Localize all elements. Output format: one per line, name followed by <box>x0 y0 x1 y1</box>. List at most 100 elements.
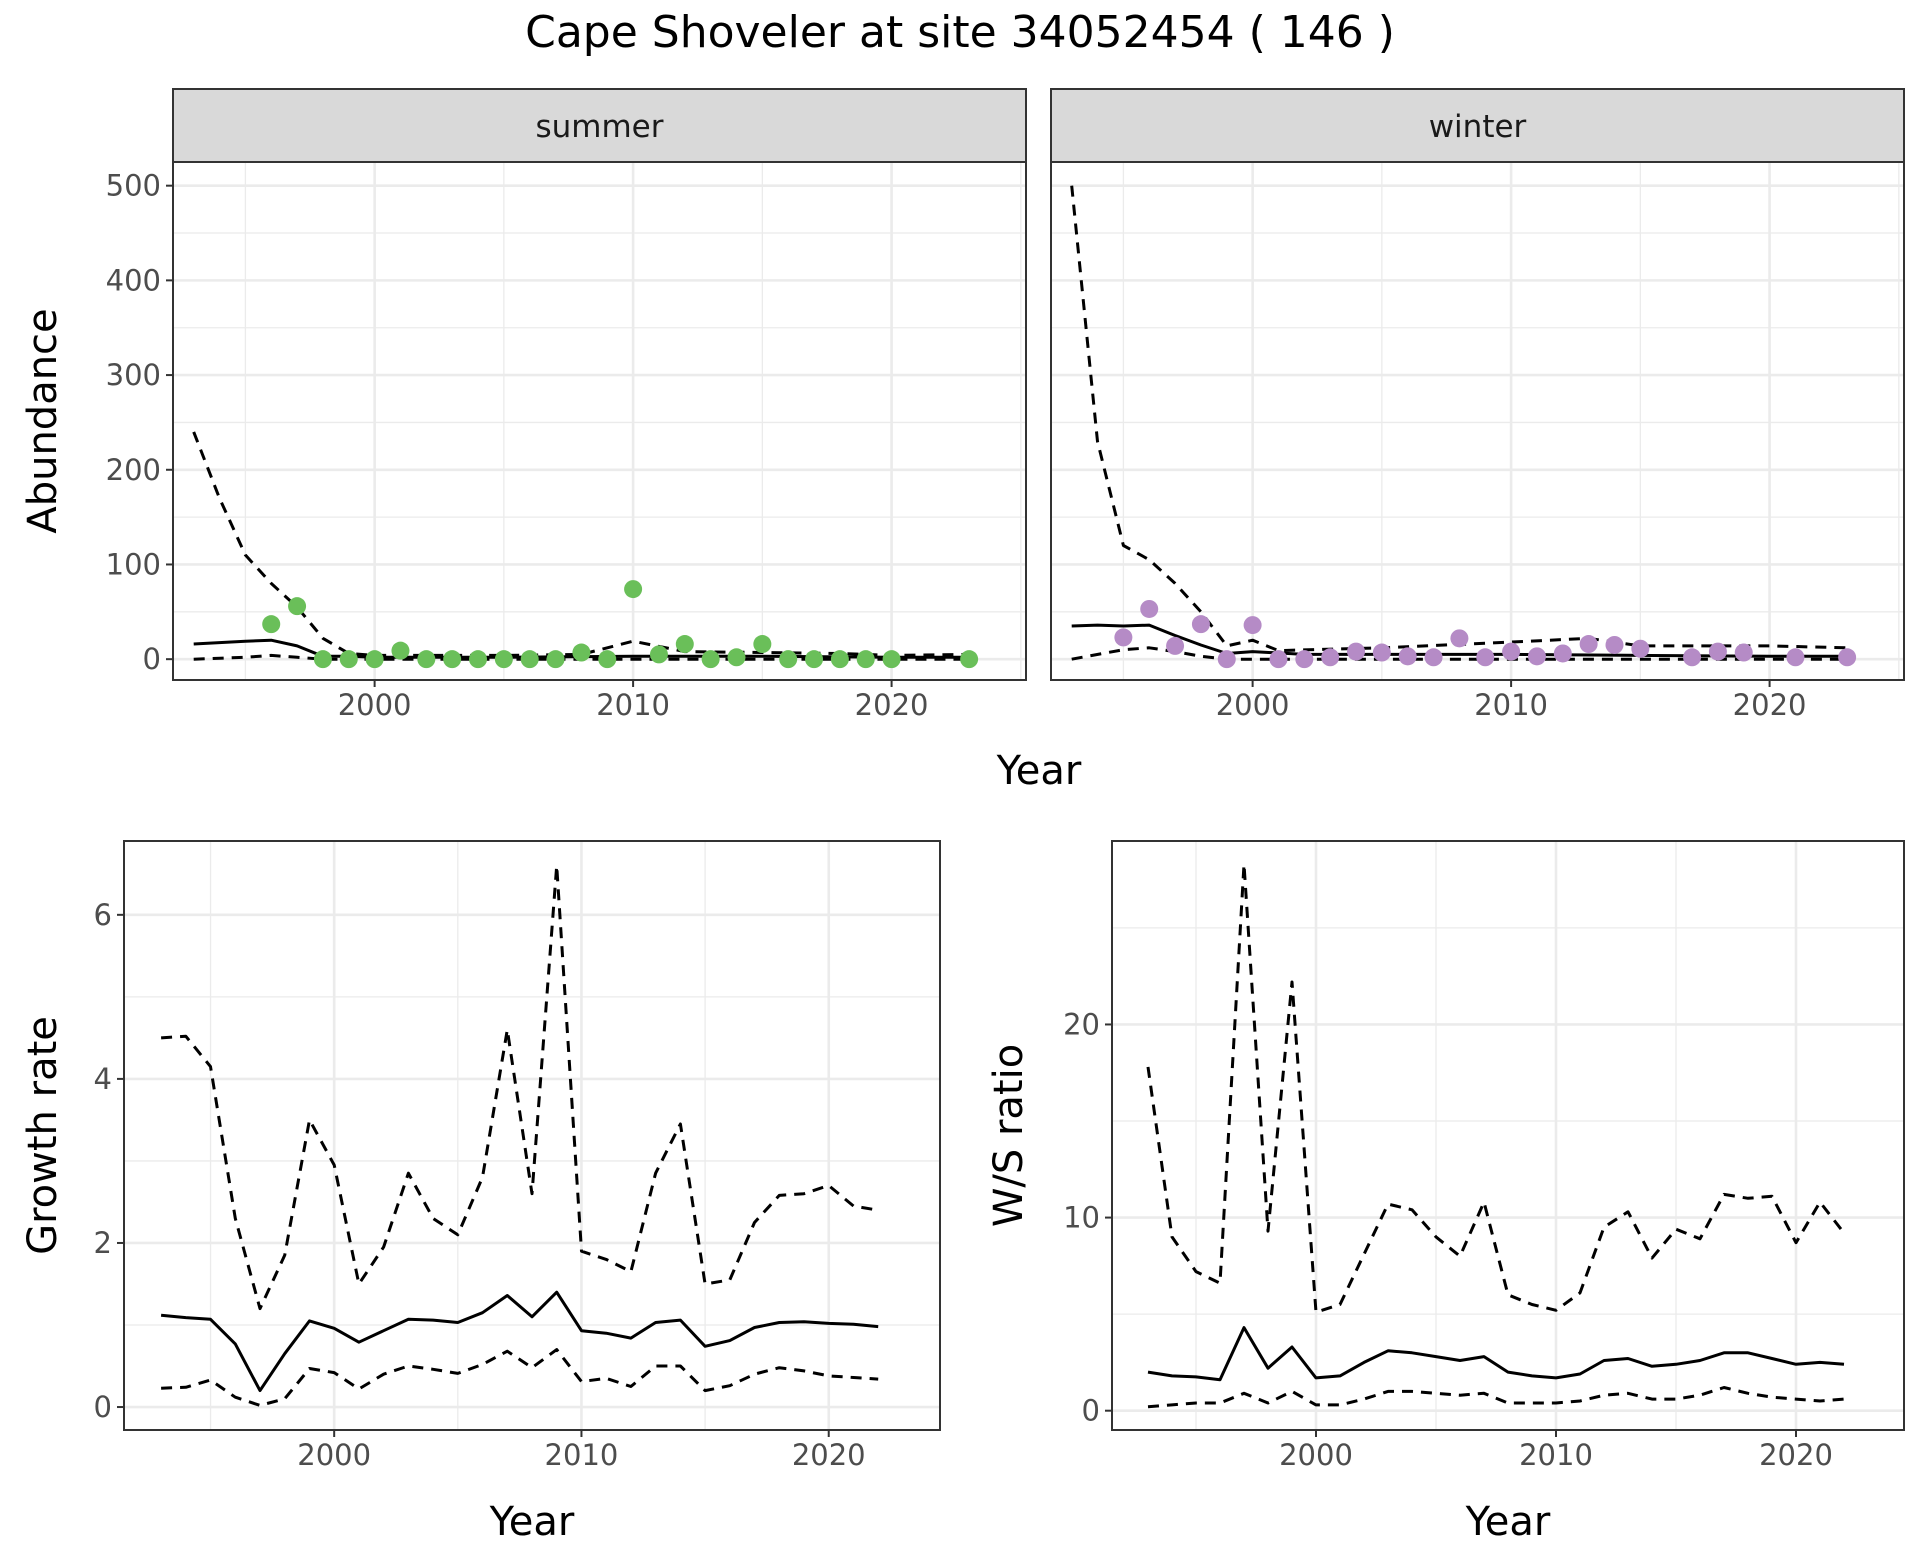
x-axis-title: Year <box>489 1499 575 1545</box>
x-tick-label: 2020 <box>792 1438 866 1472</box>
dashed-line <box>1147 1386 1845 1409</box>
data-point <box>365 650 384 669</box>
facet-strip <box>172 88 1027 163</box>
data-point <box>1398 647 1417 666</box>
y-tick-label: 300 <box>106 358 161 392</box>
x-axis-title: Year <box>996 748 1082 794</box>
data-point <box>1424 648 1443 667</box>
x-tick-label: 2000 <box>338 688 412 722</box>
x-axis-title: Year <box>1465 1499 1551 1545</box>
data-point <box>1450 629 1469 648</box>
chart-title: Cape Shoveler at site 34052454 ( 146 ) <box>525 7 1395 58</box>
abundance-chart: summer 2000 2010 2020 0 100 200 300 400 500 winter… <box>20 88 1905 794</box>
panel-border <box>1111 840 1905 1431</box>
dashed-line <box>1071 646 1848 661</box>
dashed-line <box>161 1348 879 1407</box>
dashed-line <box>1146 862 1846 1314</box>
solid-line <box>1071 623 1848 658</box>
facet-strip <box>1050 88 1905 163</box>
y-tick-label: 4 <box>94 1062 112 1096</box>
data-point <box>598 650 617 669</box>
dashed-line <box>1070 185 1848 653</box>
data-point <box>1838 648 1857 667</box>
data-point <box>1786 648 1805 667</box>
data-point <box>1217 650 1236 669</box>
data-point <box>1579 635 1598 654</box>
dashed-line <box>160 864 879 1311</box>
y-tick-label: 200 <box>106 453 161 487</box>
data-point <box>339 650 358 669</box>
x-tick-label: 2010 <box>596 688 670 722</box>
panel-background <box>173 162 1026 680</box>
data-point <box>1243 616 1262 635</box>
facet-winter: winter 2000 2010 2020 <box>1050 88 1905 722</box>
data-point <box>1631 639 1650 658</box>
data-point <box>1502 642 1521 661</box>
data-point <box>391 641 410 660</box>
data-point <box>1372 643 1391 662</box>
solid-line <box>160 1290 879 1393</box>
data-point <box>882 650 901 669</box>
data-point <box>1683 648 1702 667</box>
data-point <box>1476 648 1495 667</box>
x-tick-label: 2010 <box>1519 1438 1593 1472</box>
data-point <box>649 645 668 664</box>
data-point <box>469 650 488 669</box>
data-point <box>572 643 591 662</box>
solid-line <box>1147 1326 1845 1382</box>
data-point <box>960 650 979 669</box>
data-point <box>1605 635 1624 654</box>
x-tick-label: 2010 <box>545 1438 619 1472</box>
data-point <box>417 650 436 669</box>
data-point <box>313 650 332 669</box>
data-point <box>1140 599 1159 618</box>
growth-rate-chart: 2000 2010 2020 0 2 4 6 Year Growth rate <box>20 840 941 1545</box>
y-tick-label: 2 <box>94 1226 112 1260</box>
y-tick-label: 6 <box>94 898 112 932</box>
data-point <box>288 597 307 616</box>
dashed-line <box>192 431 970 657</box>
panel-background <box>124 841 940 1430</box>
data-point <box>856 650 875 669</box>
x-tick-label: 2000 <box>1279 1438 1353 1472</box>
data-point <box>779 650 798 669</box>
data-point <box>1166 636 1185 655</box>
panel-border <box>123 840 941 1431</box>
data-point <box>805 650 824 669</box>
data-point <box>1708 642 1727 661</box>
x-tick-label: 2010 <box>1474 688 1548 722</box>
x-tick-label: 2000 <box>297 1438 371 1472</box>
y-tick-label: 500 <box>106 169 161 203</box>
y-tick-label: 10 <box>1063 1201 1100 1235</box>
x-tick-label: 2020 <box>1759 1438 1833 1472</box>
x-tick-label: 2000 <box>1216 688 1290 722</box>
data-point <box>494 650 513 669</box>
y-axis-title: Growth rate <box>20 1016 66 1255</box>
data-point <box>1347 642 1366 661</box>
data-point <box>624 580 643 599</box>
panel-background <box>1051 162 1904 680</box>
data-point <box>546 650 565 669</box>
data-point <box>1553 644 1572 663</box>
ws-ratio-chart: 2000 2010 2020 0 10 20 Year W/S ratio <box>986 840 1905 1545</box>
y-tick-label: 0 <box>143 642 161 676</box>
y-tick-label: 400 <box>106 263 161 297</box>
data-point <box>675 635 694 654</box>
data-point <box>1114 628 1133 647</box>
x-tick-label: 2020 <box>855 688 929 722</box>
data-point <box>830 650 849 669</box>
y-tick-label: 0 <box>94 1390 112 1424</box>
data-point <box>1321 648 1340 667</box>
data-point <box>1269 650 1288 669</box>
facet-label: summer <box>535 109 663 145</box>
facet-summer: summer 2000 2010 2020 0 100 200 300 400 500 <box>106 88 1027 722</box>
data-point <box>1295 650 1314 669</box>
data-point <box>1191 615 1210 634</box>
y-tick-label: 100 <box>106 547 161 581</box>
x-tick-label: 2020 <box>1733 688 1807 722</box>
y-axis-title: W/S ratio <box>986 1044 1032 1227</box>
data-point <box>262 615 281 634</box>
data-point <box>727 648 746 667</box>
data-point <box>1527 647 1546 666</box>
